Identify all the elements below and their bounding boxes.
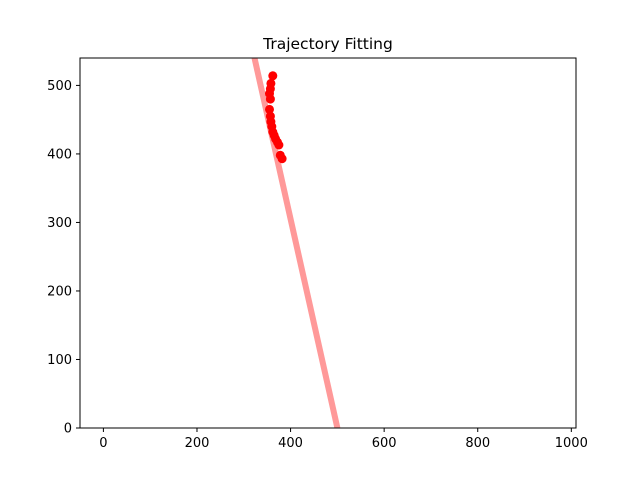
y-tick-label: 500 [47,79,72,94]
y-tick-label: 400 [47,147,72,162]
x-tick-label: 0 [99,436,107,451]
data-point [268,71,278,81]
y-axis: 0 100 200 300 400 500 [47,79,80,437]
data-point [265,94,275,104]
y-tick-label: 100 [47,353,72,368]
data-point [274,140,284,150]
data-point [265,104,274,114]
x-tick-label: 200 [185,436,210,451]
x-tick-label: 800 [465,436,490,451]
y-tick-label: 200 [47,284,72,299]
data-point [277,154,287,164]
x-tick-label: 600 [372,436,397,451]
chart-title: Trajectory Fitting [262,35,393,53]
x-tick-label: 1000 [555,436,588,451]
x-tick-label: 400 [278,436,303,451]
y-tick-label: 0 [64,422,72,437]
x-axis: 0 200 400 600 800 1000 [99,428,588,451]
data-points-layer [265,71,287,164]
y-tick-label: 300 [47,216,72,231]
plot-frame [79,57,577,429]
